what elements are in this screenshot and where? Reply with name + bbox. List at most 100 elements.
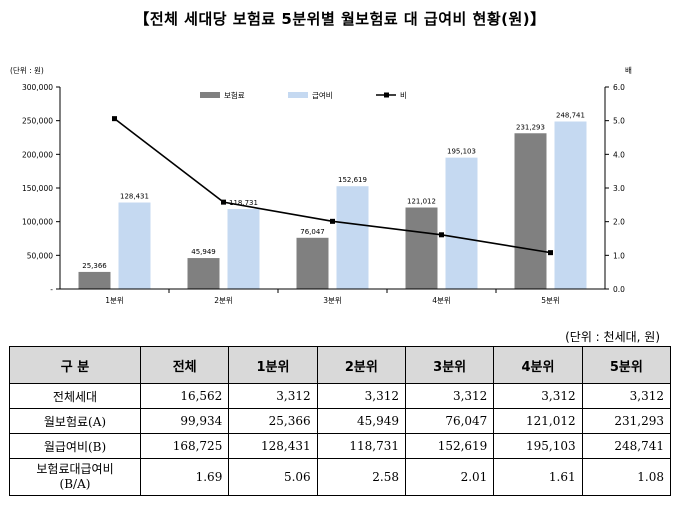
bar <box>227 209 260 289</box>
table-header-cell: 2분위 <box>316 346 406 384</box>
y-left-tick-label: 300,000 <box>22 83 53 92</box>
combo-chart: 25,366 128,431 45,949 118,731 76,047 152,619 1… <box>10 65 632 305</box>
table-cell: 99,934 <box>139 408 230 434</box>
table-cell: 2.01 <box>404 458 495 496</box>
y-left-tick-label: 100,000 <box>22 218 53 227</box>
table-row-label: 전체세대 <box>9 383 141 409</box>
y-left-axis-title: (단위 : 원) <box>10 65 44 75</box>
bar-data-label: 195,103 <box>447 148 476 156</box>
table-cell: 248,741 <box>581 433 672 459</box>
bar <box>554 121 587 289</box>
table-row: 월보험료(A) 99,934 25,366 45,949 76,047 121,012 23… <box>9 408 672 434</box>
table-cell: 152,619 <box>404 433 495 459</box>
x-tick-label: 5분위 <box>541 296 560 305</box>
y-right-axis-title: 배 <box>625 66 632 75</box>
bar-data-label: 128,431 <box>120 193 149 201</box>
legend-swatch <box>288 92 308 98</box>
bar <box>296 237 329 289</box>
table-cell: 231,293 <box>581 408 672 434</box>
y-right-tick-label: 0.0 <box>613 285 625 294</box>
row-label-text: 월급여비(B) <box>43 439 107 454</box>
x-tick-label: 3분위 <box>323 296 342 305</box>
line-point <box>548 250 553 256</box>
table-row-label: 월보험료(A) <box>9 408 141 434</box>
bar-data-label: 76,047 <box>300 228 325 236</box>
legend-marker <box>384 92 389 98</box>
table-cell: 1.61 <box>493 458 583 496</box>
bar-data-label: 45,949 <box>191 248 216 256</box>
y-right-tick-label: 6.0 <box>613 83 625 92</box>
line-point <box>330 218 335 224</box>
bar <box>514 133 547 289</box>
table-cell: 76,047 <box>404 408 495 434</box>
table-header-cell: 전체 <box>139 346 230 384</box>
x-tick-label: 4분위 <box>432 296 451 305</box>
table-header-category: 구 분 <box>9 346 141 384</box>
legend-swatch <box>200 92 220 98</box>
bar-data-label: 118,731 <box>229 199 258 207</box>
row-label-text: 보험료대급여비 <box>36 462 114 476</box>
table-cell: 5.06 <box>228 458 318 496</box>
y-right-tick-label: 5.0 <box>613 117 625 126</box>
series-line <box>114 118 551 254</box>
table-cell: 16,562 <box>139 383 230 409</box>
row-label-text: 월보험료(A) <box>43 414 107 429</box>
table-row-label: 월급여비(B) <box>9 433 141 459</box>
table-row: 보험료대급여비 (B/A) 1.69 5.06 2.58 2.01 1.61 1.08 <box>9 458 672 496</box>
y-left-tick-label: 200,000 <box>22 150 53 159</box>
table-cell: 2.58 <box>316 458 406 496</box>
bar <box>118 202 151 289</box>
legend-label: 급여비 <box>312 90 333 100</box>
x-tick-label: 2분위 <box>214 296 233 305</box>
table-cell: 25,366 <box>228 408 318 434</box>
table-cell: 118,731 <box>316 433 406 459</box>
table-row: 전체세대 16,562 3,312 3,312 3,312 3,312 3,312 <box>9 383 672 409</box>
row-label-subtext: (B/A) <box>59 477 91 491</box>
line-point <box>112 116 117 122</box>
chart-title: 【전체 세대당 보험료 5분위별 월보험료 대 급여비 현황(원)】 <box>134 10 546 28</box>
bar-data-label: 248,741 <box>556 112 585 120</box>
bar-data-label: 121,012 <box>407 198 436 206</box>
legend-label: 비 <box>400 91 407 100</box>
table-cell: 3,312 <box>316 383 406 409</box>
bar <box>187 258 220 289</box>
table-header-cell: 3분위 <box>404 346 495 384</box>
table-cell: 195,103 <box>493 433 583 459</box>
y-left-tick-label: 50,000 <box>27 251 53 260</box>
line-point <box>439 232 444 238</box>
bar-data-label: 231,293 <box>516 123 545 131</box>
x-tick-label: 1분위 <box>105 296 124 305</box>
y-left-tick-label: 150,000 <box>22 184 53 193</box>
bar-data-label: 25,366 <box>82 262 107 270</box>
table-cell: 1.08 <box>581 458 672 496</box>
table-header-cell: 1분위 <box>228 346 318 384</box>
y-right-tick-label: 4.0 <box>613 150 625 159</box>
table-cell: 45,949 <box>316 408 406 434</box>
table-cell: 3,312 <box>228 383 318 409</box>
table-row-label: 보험료대급여비 (B/A) <box>9 458 141 496</box>
table-cell: 3,312 <box>404 383 495 409</box>
table-header-cell: 5분위 <box>581 346 672 384</box>
data-table: 구 분 전체 1분위 2분위 3분위 4분위 5분위 전체세대 16,562 3,312 3,31… <box>9 346 672 496</box>
table-cell: 121,012 <box>493 408 583 434</box>
bar <box>78 271 111 289</box>
table-header-cell: 4분위 <box>493 346 583 384</box>
table-header-row: 구 분 전체 1분위 2분위 3분위 4분위 5분위 <box>9 346 672 384</box>
table-cell: 3,312 <box>581 383 672 409</box>
bar <box>405 207 438 289</box>
y-right-tick-label: 3.0 <box>613 184 625 193</box>
line-point <box>221 199 226 205</box>
table-cell: 1.69 <box>139 458 230 496</box>
row-label-text: 전체세대 <box>52 389 98 404</box>
table-cell: 168,725 <box>139 433 230 459</box>
table-cell: 128,431 <box>228 433 318 459</box>
table-unit-note: (단위 : 천세대, 원) <box>565 330 660 344</box>
legend-label: 보험료 <box>224 91 245 100</box>
bar <box>336 186 369 289</box>
y-right-tick-label: 2.0 <box>613 218 625 227</box>
y-right-tick-label: 1.0 <box>613 251 625 260</box>
bar <box>445 157 478 289</box>
table-cell: 3,312 <box>493 383 583 409</box>
y-left-tick-label: 250,000 <box>22 117 53 126</box>
y-left-tick-label: - <box>50 285 53 294</box>
